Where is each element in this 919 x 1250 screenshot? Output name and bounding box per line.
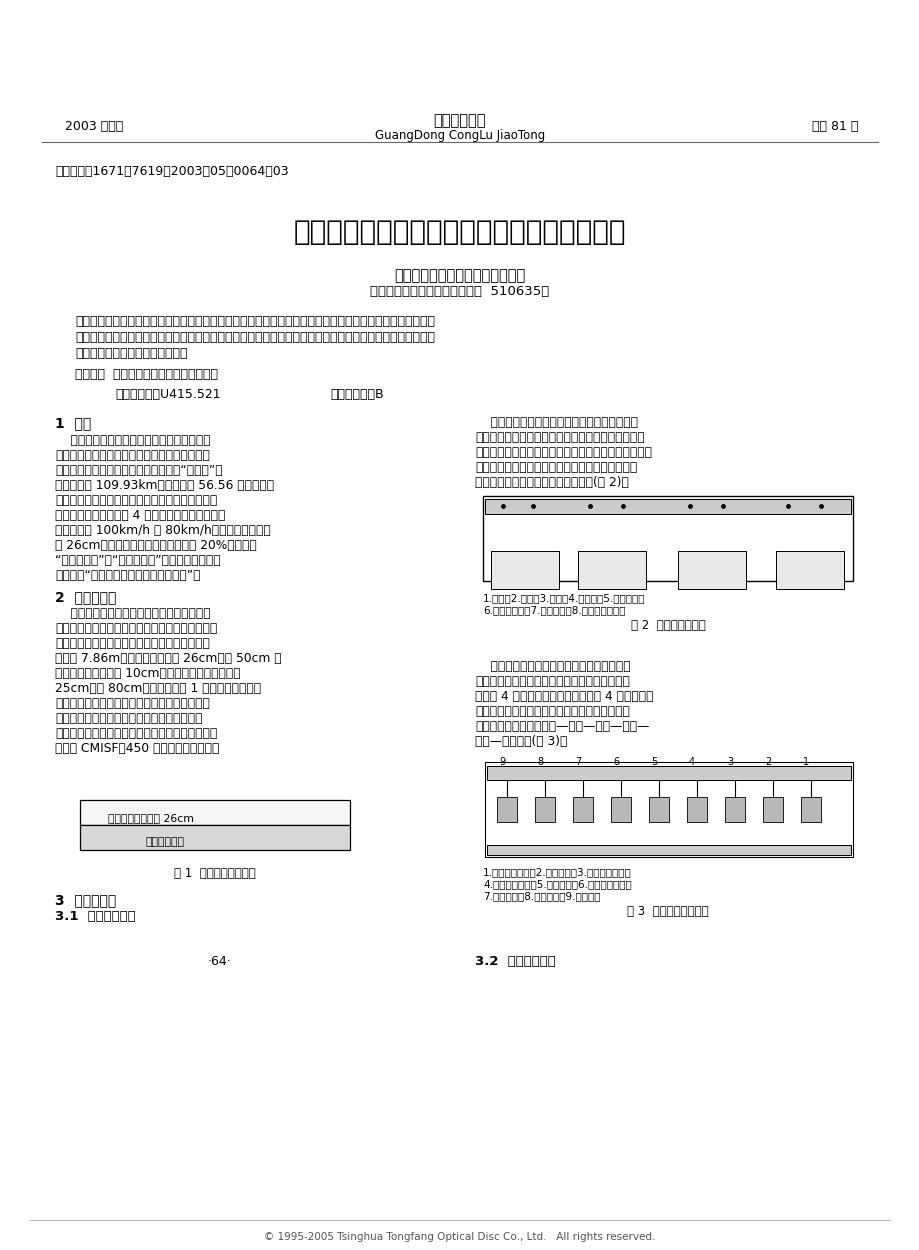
Text: 专家誉为“中国最具挑战性公路建设项目”。: 专家誉为“中国最具挑战性公路建设项目”。 [55, 569, 200, 582]
Text: （广东冠粤路桥有限公司，广州  510635）: （广东冠粤路桥有限公司，广州 510635） [370, 285, 549, 298]
Text: 8: 8 [537, 758, 542, 768]
Text: 2003 年增刊: 2003 年增刊 [65, 120, 123, 132]
Text: 广东公路交通: 广东公路交通 [433, 112, 486, 128]
Bar [677, 551, 745, 589]
Text: 改装摊铺机实现京珠北隙道路面滑模全幅摊铺: 改装摊铺机实现京珠北隙道路面滑模全幅摊铺 [293, 217, 626, 246]
Text: 1  概述: 1 概述 [55, 416, 91, 430]
Text: 5: 5 [650, 758, 656, 768]
Text: 京珠北已完工隙道只剩钓纤维混凝土路面施: 京珠北已完工隙道只剩钓纤维混凝土路面施 [55, 608, 210, 620]
Text: 重要的一段，它位于广东省北部，简称“京珠北”。: 重要的一段，它位于广东省北部，简称“京珠北”。 [55, 464, 222, 478]
Text: 3.1  摊铺机的组成: 3.1 摊铺机的组成 [55, 910, 136, 922]
Text: 工，按照专家意见，隙道路面施工必须实行滑模摊: 工，按照专家意见，隙道路面施工必须实行滑模摊 [55, 622, 217, 635]
Text: 路面宽 7.86m，两边有高出基层 26cm、宽 50cm 的: 路面宽 7.86m，两边有高出基层 26cm、宽 50cm 的 [55, 652, 281, 665]
Bar [762, 798, 782, 822]
Bar [577, 551, 645, 589]
Text: 4: 4 [688, 758, 695, 768]
Text: 右端支梁的前后两头固定在机架上，它中间的左: 右端支梁的前后两头固定在机架上，它中间的左 [474, 675, 630, 688]
Bar [482, 496, 852, 581]
Text: 25cm，宽 80cm。工作面如图 1 所示。要实现隙道: 25cm，宽 80cm。工作面如图 1 所示。要实现隙道 [55, 682, 261, 695]
Bar [486, 845, 850, 855]
Text: 总第 81 期: 总第 81 期 [811, 120, 857, 132]
Bar [80, 800, 349, 825]
Text: 度 26cm，本项目桥隙合计占总里程的 20%，形成了: 度 26cm，本项目桥隙合计占总里程的 20%，形成了 [55, 539, 256, 552]
Bar [800, 798, 820, 822]
Text: 速度分别为 100km/h 和 80km/h。隙道路面设计厕: 速度分别为 100km/h 和 80km/h。隙道路面设计厕 [55, 524, 270, 538]
Text: 图 1  隙道工作面示意图: 图 1 隙道工作面示意图 [174, 867, 255, 880]
Text: 关键词：  摊铺机；改装；隙道；滑模施工: 关键词： 摊铺机；改装；隙道；滑模施工 [75, 368, 218, 381]
Text: 无论哪一种滑模摊铺机，其基本的组成部分包: 无论哪一种滑模摊铺机，其基本的组成部分包 [474, 416, 637, 429]
Text: 铺机全幅一次摊铺。已摊铺贫混凝土基层的隙道: 铺机全幅一次摊铺。已摊铺贫混凝土基层的隙道 [55, 638, 210, 650]
Text: 文献标识码：B: 文献标识码：B [330, 388, 383, 401]
Text: 钓纤维混凝土面层 26cm: 钓纤维混凝土面层 26cm [108, 812, 194, 822]
Bar [648, 798, 668, 822]
Text: 2: 2 [764, 758, 770, 768]
Bar [496, 798, 516, 822]
Text: 该路段全长 109.93km，概算投资 56.56 亿元，是国: 该路段全长 109.93km，概算投资 56.56 亿元，是国 [55, 479, 274, 492]
Text: 右前后 4 个吊点悬挂摊铺装置，并用 4 个螺槔拉鑉: 右前后 4 个吊点悬挂摊铺装置，并用 4 个螺槔拉鑉 [474, 690, 652, 703]
Text: 置、机架、浮动支腿、自动转向找平系统、操作台和一: 置、机架、浮动支腿、自动转向找平系统、操作台和一 [474, 446, 652, 459]
Text: 的通讯电缆盖板上。一般摊铺机成型底模放不: 的通讯电缆盖板上。一般摊铺机成型底模放不 [55, 712, 202, 725]
Text: 3  改装摊铺机: 3 改装摊铺机 [55, 892, 116, 908]
Text: 些辅助装置。其中摊铺装置和机架的连接是通过左: 些辅助装置。其中摊铺装置和机架的连接是通过左 [474, 461, 637, 474]
Text: 括：动力系统、传动系统、行走及转向装置、摊铺装: 括：动力系统、传动系统、行走及转向装置、摊铺装 [474, 431, 644, 444]
Text: 路面滑模全幅摊铺，摊铺机只能行走在经过加固: 路面滑模全幅摊铺，摊铺机只能行走在经过加固 [55, 698, 210, 710]
Text: 土在隙道路面施工了有益的探讨。: 土在隙道路面施工了有益的探讨。 [75, 348, 187, 360]
Text: 9: 9 [498, 758, 505, 768]
Text: 3: 3 [726, 758, 732, 768]
Text: “桥－隙－桥”和“隙－桥－隙”的线型奇观。世行: “桥－隙－桥”和“隙－桥－隙”的线型奇观。世行 [55, 554, 221, 568]
Text: ·64·: ·64· [208, 955, 232, 968]
Bar [491, 551, 559, 589]
Text: 1: 1 [802, 758, 808, 768]
Text: 3.2  摊铺机的改装: 3.2 摊铺机的改装 [474, 955, 555, 968]
Text: 贫混凝土基层: 贫混凝土基层 [145, 838, 184, 848]
Text: 时利用摊铺装置完成分料—计量—内振—外振—: 时利用摊铺装置完成分料—计量—内振—外振— [474, 720, 649, 732]
Text: 7.中间支梁；8.调拱装置；9.悬挂销轴: 7.中间支梁；8.调拱装置；9.悬挂销轴 [482, 891, 600, 901]
Text: 盖板排水沟，盖板厕 10cm，通讯电缆沟高于排水沟: 盖板排水沟，盖板厕 10cm，通讯电缆沟高于排水沟 [55, 668, 241, 680]
Text: 右端两根支梁和中间两根支梁来完成(图 2)。: 右端两根支梁和中间两根支梁来完成(图 2)。 [474, 476, 629, 489]
Text: © 1995-2005 Tsinghua Tongfang Optical Disc Co., Ltd.   All rights reserved.: © 1995-2005 Tsinghua Tongfang Optical Di… [264, 1232, 655, 1242]
Text: 4.外部振捣装置；5.成型装置；6.定型抚光装置；: 4.外部振捣装置；5.成型装置；6.定型抚光装置； [482, 879, 631, 889]
Bar [80, 825, 349, 850]
Bar [724, 798, 744, 822]
Bar [486, 766, 850, 780]
Text: 图 2  左右端支梁连接: 图 2 左右端支梁连接 [630, 619, 705, 632]
Text: 粤两省交界地小塘至广东省韶关市甘塘段是其中: 粤两省交界地小塘至广东省韶关市甘塘段是其中 [55, 449, 210, 462]
Text: 我们对 CMISF－450 摊铺机进行了改装。: 我们对 CMISF－450 摊铺机进行了改装。 [55, 742, 219, 755]
Text: 家重点工程、世行贷款项目、广东省第一条山区高: 家重点工程、世行贷款项目、广东省第一条山区高 [55, 494, 217, 508]
Text: 成型—定型工作(图 3)。: 成型—定型工作(图 3)。 [474, 735, 567, 748]
Text: 1.螺格；2.夹盖；3.机架；4.端支梁；5.拉钉销孔；: 1.螺格；2.夹盖；3.机架；4.端支梁；5.拉钉销孔； [482, 592, 645, 602]
Bar [573, 798, 593, 822]
Bar [484, 499, 850, 514]
Text: 摘要：摊铺机一般只能摊铺高于行走履带面标高的路面或进行零间隙摊铺，对于低于行走履带面标高的路面就: 摘要：摊铺机一般只能摊铺高于行走履带面标高的路面或进行零间隙摊铺，对于低于行走履… [75, 315, 435, 328]
Bar [535, 798, 554, 822]
Bar [775, 551, 843, 589]
Text: 速公路。本路段按双向 4 车道标准设计，设计行车: 速公路。本路段按双向 4 车道标准设计，设计行车 [55, 509, 225, 522]
Text: 1.螺旋分料装置；2.计量装置；3.内部振捣装置；: 1.螺旋分料装置；2.计量装置；3.内部振捣装置； [482, 867, 631, 877]
Text: 中国分类号：U415.521: 中国分类号：U415.521 [115, 388, 221, 401]
Text: 7: 7 [574, 758, 581, 768]
Text: 6.带槽口平板；7.螺槔拉鑉；8.成型盘悬挂耳轴: 6.带槽口平板；7.螺槔拉鑉；8.成型盘悬挂耳轴 [482, 605, 625, 615]
Text: GuangDong CongLu JiaoTong: GuangDong CongLu JiaoTong [374, 129, 545, 142]
Text: 下，不能完成滑模摊铺施工任务。针对这一问题，: 下，不能完成滑模摊铺施工任务。针对这一问题， [55, 728, 217, 740]
Text: 机架全部是厕钓板焊接成筱式的结构架。左: 机架全部是厕钓板焊接成筱式的结构架。左 [474, 660, 630, 672]
Text: 无法完成摊铺任务。经过对摊铺机的改装，成功实现了隙道钓纤维混凝土路面全幅滑模摊铺。并对钓纤维混凝: 无法完成摊铺任务。经过对摊铺机的改装，成功实现了隙道钓纤维混凝土路面全幅滑模摊铺… [75, 331, 435, 344]
Text: 6: 6 [612, 758, 618, 768]
Bar [686, 798, 706, 822]
Text: 图 3  摊铺装置布置简图: 图 3 摊铺装置布置简图 [627, 905, 708, 918]
Bar [484, 762, 852, 858]
Text: 2  问题的提出: 2 问题的提出 [55, 590, 116, 604]
Bar [610, 798, 630, 822]
Text: 拉紧。整个机架又和浮动支腿固联和馒接。施工: 拉紧。整个机架又和浮动支腿固联和馒接。施工 [474, 705, 630, 717]
Text: 北京～珠海高速公路是国道主干线之一，湘: 北京～珠海高速公路是国道主干线之一，湘 [55, 434, 210, 447]
Text: 李莲生，杨东来，洪柏钓，曾伟兴: 李莲生，杨东来，洪柏钓，曾伟兴 [394, 268, 525, 282]
Text: 文章编号：1671－7619（2003）05－0064－03: 文章编号：1671－7619（2003）05－0064－03 [55, 165, 289, 177]
